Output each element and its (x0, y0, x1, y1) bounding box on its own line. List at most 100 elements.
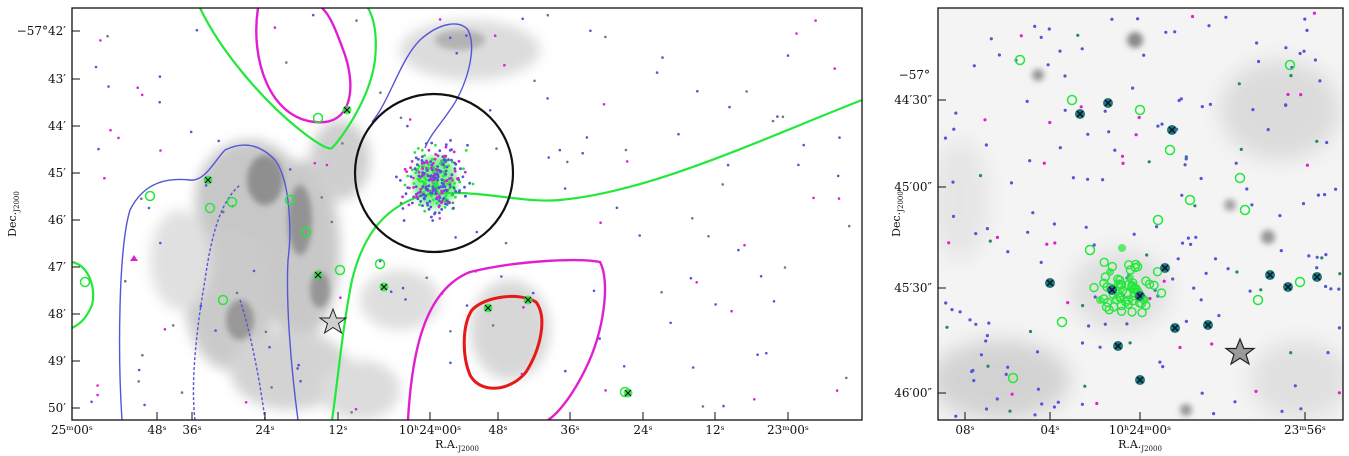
source-point (117, 136, 120, 140)
source-point (445, 182, 449, 186)
source-point (475, 230, 479, 234)
source-point (1212, 412, 1216, 416)
source-point (1113, 148, 1117, 152)
source-point (140, 197, 143, 200)
source-point (448, 148, 452, 152)
source-point (445, 189, 449, 193)
left-x-tick-label: 12ˢ (328, 423, 347, 437)
yso-ring-marker (1164, 144, 1176, 156)
source-point (422, 164, 425, 168)
source-point (180, 391, 184, 394)
source-point (943, 136, 948, 140)
source-point (1048, 120, 1052, 125)
source-point (781, 115, 785, 119)
source-point (163, 328, 167, 331)
left-x-tick-label: 25ᵐ00ˢ (51, 423, 93, 437)
source-point (1207, 24, 1211, 28)
red-contour (462, 295, 544, 390)
source-point (412, 182, 416, 185)
source-point (753, 398, 756, 401)
source-point (427, 184, 431, 188)
source-point (1164, 30, 1168, 34)
source-point (655, 71, 659, 74)
source-point (1200, 391, 1204, 395)
source-point (109, 128, 112, 132)
left-x-tick-label: 23ᵐ00ˢ (767, 423, 809, 437)
source-point (493, 34, 497, 37)
right-x-tick-label: 10ʰ24ᵐ00ˢ (1109, 423, 1171, 437)
source-point (1315, 139, 1319, 143)
source-point (403, 183, 407, 187)
source-point (421, 185, 425, 189)
source-point (1120, 154, 1125, 158)
source-point (1213, 257, 1218, 261)
left-x-tick-label: 24ˢ (633, 423, 652, 437)
source-point (449, 361, 452, 365)
yso-ring-marker (1123, 299, 1133, 309)
source-point (1080, 402, 1084, 406)
source-point (1176, 257, 1180, 261)
source-point (1042, 161, 1046, 165)
source-point (429, 160, 432, 164)
source-point (1093, 295, 1097, 299)
right-point-sources (943, 11, 1342, 418)
source-point (442, 166, 446, 170)
source-point (546, 97, 549, 100)
source-point (1047, 27, 1051, 31)
source-point (450, 173, 454, 177)
source-point (1160, 122, 1164, 126)
source-point (96, 393, 99, 397)
source-point (1028, 329, 1033, 334)
source-point (124, 279, 127, 283)
source-point (420, 174, 424, 178)
left-x-ticks: 25ᵐ00ˢ 48ˢ 36ˢ 24ˢ 12ˢ 10ʰ24ᵐ00ˢ 48ˢ 36ˢ 24ˢ 12ˢ 2… (51, 412, 809, 437)
source-point (1233, 400, 1237, 404)
yso-ring-marker (1152, 267, 1163, 277)
source-point (217, 139, 220, 143)
source-point (1298, 51, 1302, 56)
source-point (1008, 409, 1012, 413)
source-point (1036, 387, 1040, 391)
source-point (458, 180, 462, 184)
yso-ring-marker (334, 264, 346, 276)
source-point (463, 185, 466, 189)
source-point (1312, 11, 1316, 15)
source-point (1279, 249, 1283, 253)
source-point (533, 79, 536, 83)
source-point (438, 149, 442, 153)
source-point (1313, 58, 1317, 62)
source-point (416, 168, 420, 171)
source-point (1033, 24, 1037, 28)
source-point (1110, 17, 1114, 21)
source-point (452, 206, 455, 210)
source-point (730, 309, 733, 313)
source-point (1092, 243, 1096, 247)
source-point (440, 191, 444, 195)
source-point (412, 176, 415, 180)
source-point (1325, 140, 1329, 145)
source-point (468, 181, 472, 185)
yso-ring-marker (1104, 305, 1114, 315)
source-point (1255, 41, 1259, 45)
left-y-tick-label: 50′ (48, 401, 66, 415)
source-point (1192, 286, 1196, 290)
source-point (1142, 53, 1146, 57)
source-point (423, 154, 426, 157)
source-point (1184, 157, 1188, 161)
source-point (451, 201, 455, 205)
source-point (691, 366, 695, 369)
yso-ring-marker (1137, 307, 1147, 318)
yso-ring-marker (1239, 204, 1251, 216)
source-point (1121, 161, 1125, 165)
source-point (158, 75, 162, 78)
source-point (737, 248, 740, 252)
source-point (660, 290, 663, 294)
source-point (420, 148, 424, 152)
source-point (444, 194, 448, 198)
source-point (1087, 324, 1091, 328)
source-point (833, 67, 836, 70)
yso-filled-marker (1141, 296, 1149, 304)
source-point (945, 325, 949, 329)
source-point (1250, 203, 1254, 207)
source-point (1315, 266, 1319, 270)
